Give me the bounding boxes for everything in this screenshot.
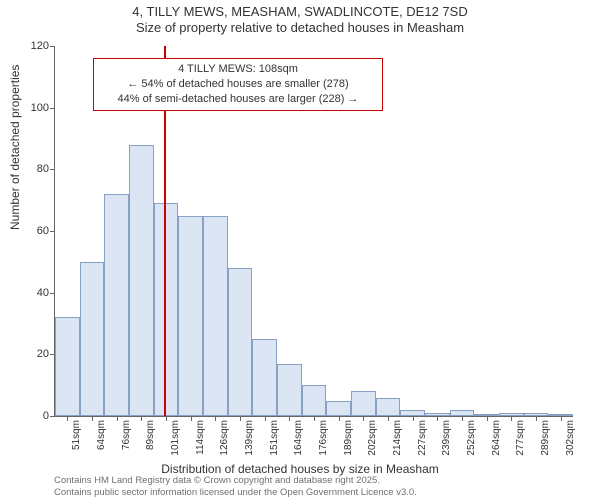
attribution-text: Contains HM Land Registry data © Crown c… [54,475,417,498]
chart-title: 4, TILLY MEWS, MEASHAM, SWADLINCOTE, DE1… [0,0,600,37]
histogram-bar [129,145,154,416]
x-tick-mark [413,416,414,421]
attribution-line-1: Contains HM Land Registry data © Crown c… [54,475,417,486]
x-tick-label: 164sqm [293,420,304,456]
x-tick-label: 176sqm [318,420,329,456]
y-tick-label: 0 [9,410,55,422]
y-tick-label: 60 [9,225,55,237]
y-tick-label: 80 [9,163,55,175]
attribution-line-2: Contains public sector information licen… [54,487,417,498]
histogram-bar [104,194,129,416]
callout-line-2: ← 54% of detached houses are smaller (27… [100,77,376,92]
histogram-bar [252,339,277,416]
x-tick-mark [215,416,216,421]
x-tick-mark [289,416,290,421]
x-tick-mark [363,416,364,421]
x-tick-mark [240,416,241,421]
histogram-bar [277,364,302,416]
histogram-bar [178,216,203,416]
x-tick-mark [511,416,512,421]
x-tick-label: 289sqm [540,420,551,456]
x-tick-label: 302sqm [565,420,576,456]
x-tick-label: 51sqm [71,420,82,450]
property-callout-box: 4 TILLY MEWS: 108sqm ← 54% of detached h… [93,58,383,111]
histogram-bar [80,262,105,416]
histogram-bar [203,216,228,416]
x-tick-label: 277sqm [515,420,526,456]
x-tick-mark [561,416,562,421]
y-tick-label: 120 [9,40,55,52]
x-tick-mark [141,416,142,421]
histogram-plot-area: 02040608010012051sqm64sqm76sqm89sqm101sq… [54,46,573,417]
x-tick-label: 151sqm [269,420,280,456]
x-axis-label: Distribution of detached houses by size … [0,462,600,476]
x-tick-mark [339,416,340,421]
x-tick-label: 101sqm [170,420,181,456]
x-tick-mark [92,416,93,421]
y-axis-label: Number of detached properties [8,65,22,230]
x-tick-label: 189sqm [343,420,354,456]
x-tick-mark [191,416,192,421]
x-tick-label: 227sqm [417,420,428,456]
x-tick-label: 139sqm [244,420,255,456]
x-tick-label: 89sqm [145,420,156,450]
y-tick-mark [50,169,55,170]
y-tick-mark [50,108,55,109]
y-tick-mark [50,231,55,232]
histogram-bar [351,391,376,416]
x-tick-label: 64sqm [96,420,107,450]
y-tick-label: 100 [9,102,55,114]
x-tick-label: 214sqm [392,420,403,456]
x-tick-mark [462,416,463,421]
x-tick-label: 126sqm [219,420,230,456]
x-tick-mark [314,416,315,421]
callout-line-1: 4 TILLY MEWS: 108sqm [100,62,376,77]
y-tick-label: 40 [9,287,55,299]
title-line-1: 4, TILLY MEWS, MEASHAM, SWADLINCOTE, DE1… [0,4,600,20]
callout-line-3: 44% of semi-detached houses are larger (… [100,92,376,107]
x-tick-mark [166,416,167,421]
x-tick-label: 114sqm [195,420,206,455]
x-tick-mark [487,416,488,421]
histogram-bar [376,398,401,417]
histogram-bar [154,203,179,416]
x-tick-mark [67,416,68,421]
x-tick-mark [388,416,389,421]
x-tick-label: 202sqm [367,420,378,456]
y-tick-mark [50,46,55,47]
x-tick-mark [437,416,438,421]
y-tick-label: 20 [9,348,55,360]
y-tick-mark [50,416,55,417]
x-tick-mark [265,416,266,421]
title-line-2: Size of property relative to detached ho… [0,20,600,36]
histogram-bar [228,268,253,416]
y-tick-mark [50,293,55,294]
x-tick-label: 264sqm [491,420,502,456]
x-tick-label: 239sqm [441,420,452,456]
histogram-bar [302,385,327,416]
histogram-bar [55,317,80,416]
x-tick-mark [536,416,537,421]
histogram-bar [326,401,351,416]
x-tick-label: 252sqm [466,420,477,456]
x-tick-mark [117,416,118,421]
x-tick-label: 76sqm [121,420,132,450]
